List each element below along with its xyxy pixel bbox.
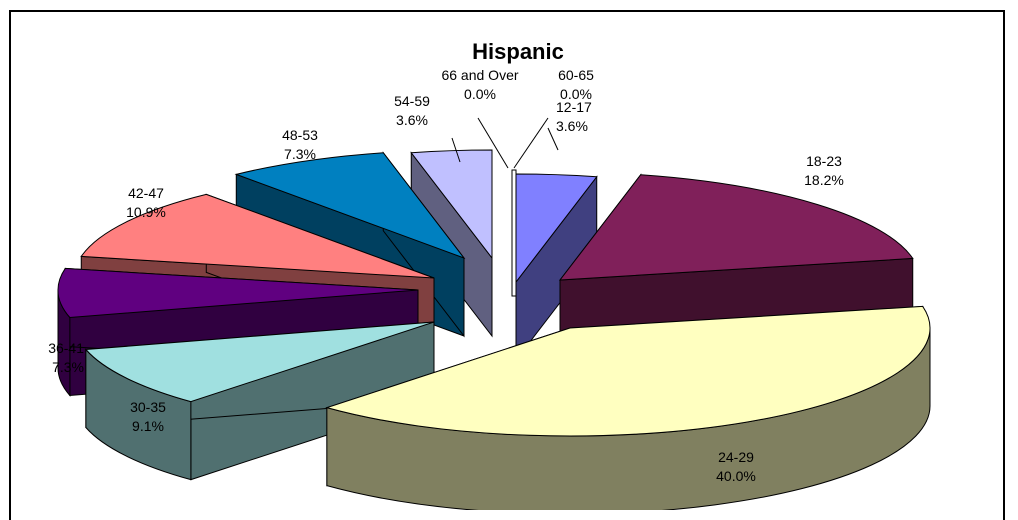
leader-line <box>547 127 559 151</box>
slice-label: 30-35 <box>130 399 166 415</box>
leader-line <box>477 117 509 169</box>
slice-label: 48-53 <box>282 127 318 143</box>
slice-label: 66 and Over <box>441 67 518 83</box>
slice-top <box>325 305 931 437</box>
slice-top <box>80 193 435 279</box>
slice-label: 60-65 <box>558 67 594 83</box>
slice-label: 18-23 <box>806 153 842 169</box>
slice-label: 42-47 <box>128 185 164 201</box>
slice-zero-gap <box>511 169 517 297</box>
leader-line <box>513 117 549 169</box>
pie-slices <box>57 149 931 510</box>
slice-value-label: 3.6% <box>396 112 428 128</box>
slice-12-17 <box>515 173 598 362</box>
slice-value-label: 10.9% <box>126 204 166 220</box>
slice-label: 36-41 <box>48 340 84 356</box>
slice-top <box>234 152 466 260</box>
chart-title: Hispanic <box>472 39 564 64</box>
slice-labels: 12-17 3.6% 18-23 18.2% 24-29 40.0% 30-35 9.1% 36… <box>48 67 844 484</box>
slice-label: 54-59 <box>394 93 430 109</box>
slice-label: 24-29 <box>718 449 754 465</box>
slice-value-label: 0.0% <box>560 86 592 102</box>
slice-label: 12-17 <box>556 99 592 115</box>
chart-frame <box>9 10 1005 520</box>
slice-value-label: 9.1% <box>132 418 164 434</box>
slice-top <box>410 149 493 260</box>
slice-value-label: 40.0% <box>716 468 756 484</box>
slice-top <box>84 321 435 403</box>
slice-24-29 <box>325 305 931 510</box>
slice-value-label: 0.0% <box>464 86 496 102</box>
slice-value-label: 7.3% <box>52 359 84 375</box>
leader-lines <box>451 117 559 169</box>
slice-value-label: 18.2% <box>804 172 844 188</box>
slice-value-label: 3.6% <box>556 118 588 134</box>
slice-top <box>57 267 419 319</box>
slice-value-label: 7.3% <box>284 146 316 162</box>
slice-top <box>558 174 914 281</box>
leader-line <box>451 137 461 163</box>
